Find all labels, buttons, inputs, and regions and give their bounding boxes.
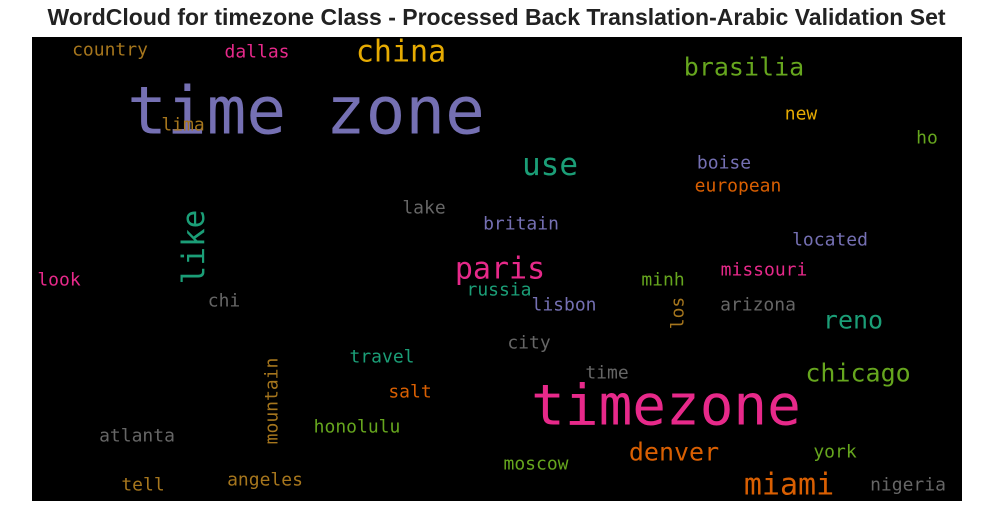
word-look: look [37,270,81,291]
word-salt: salt [388,382,431,403]
word-use: use [522,147,578,183]
word-china: china [356,37,446,70]
word-time-zone: time zone [127,73,485,150]
word-denver: denver [629,438,719,467]
word-atlanta: atlanta [99,426,175,447]
word-arizona: arizona [720,295,796,316]
word-country: country [72,40,148,61]
wordcloud-canvas: time zone timezone china use brasilia like par… [32,37,962,501]
word-ho: ho [916,128,938,149]
word-brasilia: brasilia [684,53,804,82]
word-honolulu: honolulu [314,417,401,438]
word-time: time [585,363,628,384]
wordcloud-svg: time zone timezone china use brasilia like par… [37,37,946,502]
word-mountain: mountain [262,358,283,445]
word-boise: boise [697,153,751,174]
word-european: european [695,176,782,197]
word-lake: lake [402,198,445,219]
word-angeles: angeles [227,470,303,491]
word-lisbon: lisbon [531,295,596,316]
word-minh: minh [641,270,684,291]
word-miami: miami [744,468,834,502]
word-like: like [176,210,212,285]
word-lima: lima [161,115,204,136]
word-missouri: missouri [721,260,808,281]
word-russia: russia [466,280,531,301]
chart-title: WordCloud for timezone Class - Processed… [47,4,946,30]
word-york: york [813,442,857,463]
word-new: new [785,104,818,125]
word-moscow: moscow [503,454,568,475]
word-dallas: dallas [224,42,289,63]
word-paris: paris [455,252,545,287]
word-britain: britain [483,214,559,235]
word-nigeria: nigeria [870,475,946,496]
word-chi: chi [208,291,241,312]
word-timezone: timezone [531,374,801,439]
word-tell: tell [121,475,164,496]
word-located: located [792,230,868,251]
word-travel: travel [349,347,414,368]
word-los: los [668,297,689,330]
word-chicago: chicago [805,359,910,388]
word-reno: reno [823,306,883,335]
word-city: city [507,333,551,354]
